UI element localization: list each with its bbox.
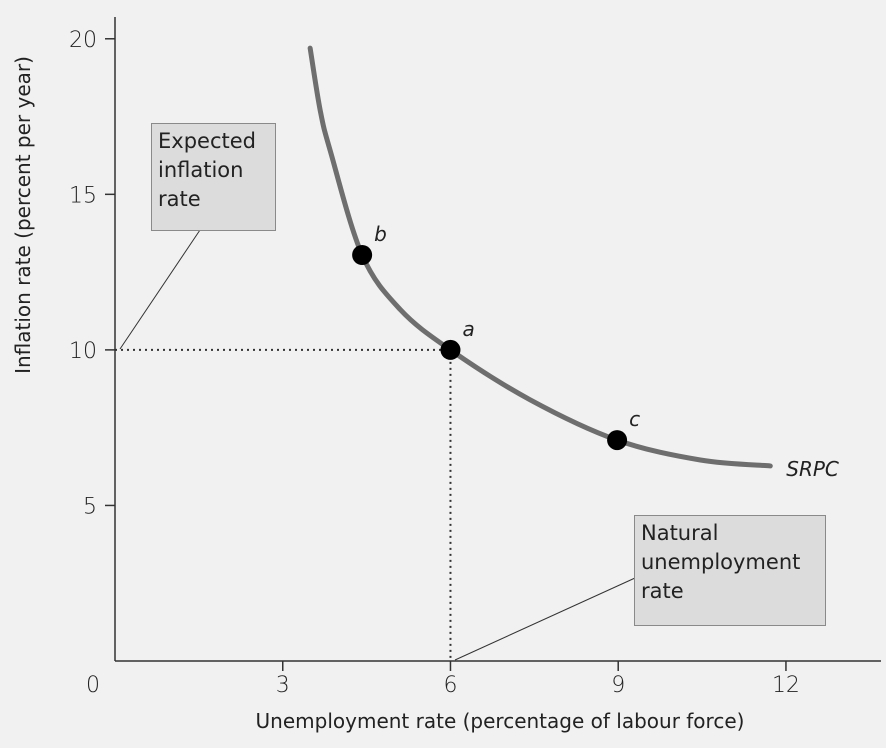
x-tick-label: 0	[86, 673, 100, 698]
annotation-line: Expected	[158, 129, 256, 153]
y-tick-label: 20	[69, 28, 97, 53]
curve	[307, 45, 773, 469]
curve-label: SRPC	[786, 457, 839, 481]
annotation-box: Natural unemployment rate	[634, 515, 826, 626]
x-tick-label: 9	[611, 673, 625, 698]
annotation-box: Expected inflation rate	[151, 123, 276, 231]
point-label: c	[629, 407, 640, 431]
leader-line	[454, 577, 636, 661]
annotation-line: Natural	[641, 521, 719, 545]
y-tick-label: 15	[69, 183, 97, 208]
x-tick-label: 12	[772, 673, 800, 698]
point-label: b	[374, 222, 387, 246]
annotation-line: rate	[641, 579, 684, 603]
x-tick-label: 3	[276, 673, 290, 698]
y-tick-label: 5	[83, 494, 97, 519]
point	[607, 430, 628, 451]
point-label: a	[462, 317, 474, 341]
point	[440, 339, 461, 360]
x-tick-label: 6	[443, 673, 457, 698]
annotation-line: unemployment	[641, 550, 801, 574]
y-tick-label: 10	[69, 339, 97, 364]
y-axis-title: Inflation rate (percent per year)	[11, 56, 35, 374]
leader-line	[119, 229, 201, 350]
point	[352, 245, 373, 265]
annotation-line: rate	[158, 187, 201, 211]
annotation-line: inflation	[158, 158, 244, 182]
x-axis-title: Unemployment rate (percentage of labour …	[256, 709, 745, 733]
